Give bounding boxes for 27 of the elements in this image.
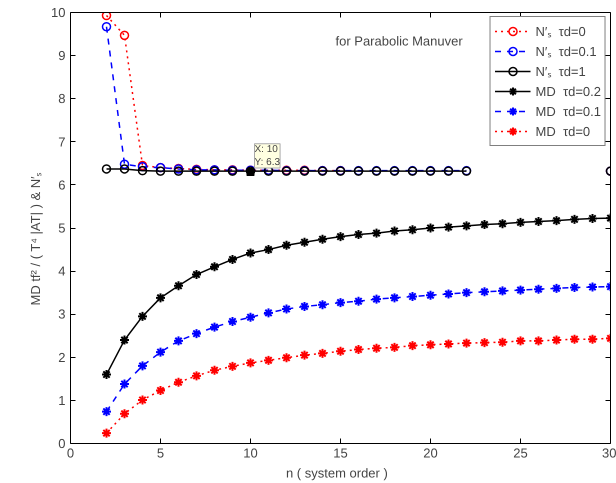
annotation: for Parabolic Manuver <box>336 34 464 48</box>
y-tick-label: 2 <box>58 350 66 365</box>
x-axis-title: n ( system order ) <box>286 466 388 480</box>
legend-label: MD τd=0.2 <box>536 84 601 98</box>
y-tick-label: 3 <box>58 306 66 322</box>
y-tick-label: 4 <box>58 264 66 279</box>
x-tick-label: 20 <box>423 446 438 460</box>
legend-label: N′ₛ τd=0.1 <box>536 43 597 60</box>
legend-label: N′ₛ τd=0 <box>536 23 586 40</box>
x-tick-label: 15 <box>333 446 348 460</box>
x-tick-label: 5 <box>156 446 164 460</box>
y-tick-label: 7 <box>58 134 66 150</box>
y-tick-label: 1 <box>58 392 66 408</box>
y-tick-label: 10 <box>51 5 66 20</box>
y-tick-label: 5 <box>58 220 66 236</box>
y-tick-label: 6 <box>58 177 66 192</box>
legend-label: MD τd=0 <box>536 124 590 138</box>
y-tick-label: 8 <box>58 91 66 106</box>
y-axis-title: MD tf² / ( T⁴ |AT| ) & N′ₛ <box>28 172 44 306</box>
x-tick-label: 30 <box>602 446 616 460</box>
y-tick-label: 0 <box>58 436 66 451</box>
annotation: X: 10 Y: 6.3 <box>254 144 281 168</box>
legend-label: N′ₛ τd=1 <box>536 63 586 80</box>
x-tick-label: 10 <box>243 446 258 460</box>
x-tick-label: 25 <box>513 446 528 460</box>
legend-label: MD τd=0.1 <box>536 104 601 118</box>
y-tick-label: 9 <box>58 48 66 64</box>
